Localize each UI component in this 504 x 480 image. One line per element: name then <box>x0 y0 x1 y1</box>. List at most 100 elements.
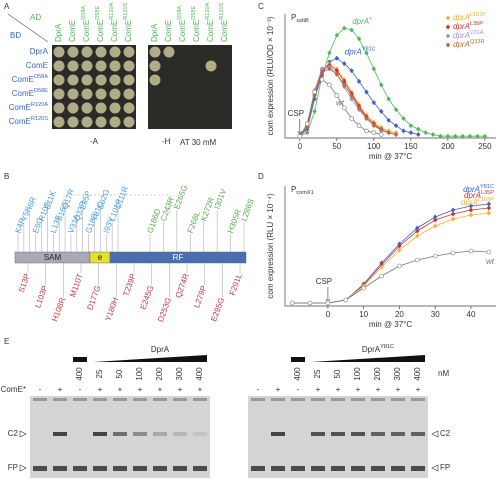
point <box>307 300 313 306</box>
point <box>349 27 354 33</box>
come-sign: + <box>98 385 103 394</box>
colony <box>123 60 135 72</box>
point <box>468 212 474 218</box>
band-marker <box>19 464 27 472</box>
legend-entry: dprAV31A <box>453 30 484 40</box>
fp-band <box>351 466 365 471</box>
colony <box>109 116 121 128</box>
colony <box>95 46 107 58</box>
fp-band <box>113 466 127 471</box>
point <box>386 96 391 102</box>
point <box>334 93 340 98</box>
well <box>351 398 365 401</box>
x-axis-label: min @ 37°C <box>369 320 413 329</box>
column-label-part: R120A <box>205 2 211 19</box>
mutation-label: E11K <box>43 189 58 211</box>
wedge <box>93 355 207 362</box>
concentration: 50 <box>333 369 342 378</box>
c2-band <box>371 432 385 436</box>
point <box>450 216 456 222</box>
come-sign: + <box>276 385 281 394</box>
concentration: 200 <box>373 367 382 381</box>
point <box>305 130 310 136</box>
point <box>468 203 474 209</box>
point <box>334 55 340 61</box>
column-label-part: DprA <box>54 23 63 42</box>
come-sign: + <box>138 385 143 394</box>
gel-image <box>30 396 210 478</box>
column-label-part: ComE <box>96 20 105 42</box>
column-label: ComE <box>68 20 77 42</box>
mutation-label: C111R <box>113 185 130 211</box>
wedge <box>311 355 425 362</box>
colony <box>53 60 65 72</box>
well <box>371 398 385 401</box>
fp-band <box>73 466 87 471</box>
legend-entry: dprAQ33R <box>453 39 485 49</box>
row-label-part: D58E <box>34 88 48 94</box>
point <box>450 207 456 213</box>
annotation-arrow <box>297 119 303 136</box>
annotation: CSP <box>288 109 304 118</box>
legend-entry-part: L35P <box>470 21 483 27</box>
plate-caption: -H <box>162 137 171 146</box>
panel-label: D <box>258 172 264 181</box>
come-sign: + <box>416 385 421 394</box>
point <box>415 228 420 234</box>
legend-marker <box>445 33 451 39</box>
point <box>349 92 354 98</box>
legend-entry-part: dprA <box>453 40 470 49</box>
legend-entry-part: L103P <box>470 12 486 18</box>
point <box>379 264 384 270</box>
mutation-label: G186D <box>145 207 162 234</box>
ad-label: AD <box>30 13 41 22</box>
colony <box>95 60 107 72</box>
mutation-label: E295G <box>209 296 226 322</box>
point <box>371 66 377 72</box>
column-label: ComE <box>164 20 173 42</box>
mutation-label: L286S <box>239 198 255 223</box>
band-label: C2 <box>8 429 19 438</box>
domain-label: e <box>98 253 103 262</box>
point <box>416 126 421 132</box>
series-label-part: dprA <box>461 198 478 207</box>
point <box>433 214 438 220</box>
colony <box>123 46 135 58</box>
point <box>297 133 303 139</box>
column-label: DprA <box>150 23 159 42</box>
legend-marker <box>445 15 451 21</box>
x-tick-label: 30 <box>431 310 440 319</box>
column-label-part: ComE <box>82 20 91 42</box>
c2-band <box>331 432 345 436</box>
chart-title-part: P <box>291 13 296 22</box>
come-sign: + <box>336 385 341 394</box>
colony <box>109 102 121 114</box>
mutation-label: Q17R <box>60 187 76 210</box>
come-sign: + <box>356 385 361 394</box>
point <box>349 116 354 121</box>
series-label: wt <box>336 99 345 108</box>
row-label-part: ComE <box>12 89 34 98</box>
x-tick-label: 100 <box>367 142 381 151</box>
well <box>291 398 305 401</box>
protein-label: DprA <box>151 345 170 354</box>
mutation-label: I301V <box>213 187 229 210</box>
concentration: 400 <box>195 367 204 381</box>
column-label-part: ComE <box>68 20 77 42</box>
well <box>271 398 285 401</box>
legend-entry-part: dprA <box>453 31 470 40</box>
mutation-label: D253G <box>156 296 173 323</box>
point <box>379 82 384 88</box>
point <box>486 205 492 211</box>
series-label: wt <box>486 257 495 266</box>
point <box>342 82 347 88</box>
well <box>331 398 345 401</box>
colony <box>109 60 121 72</box>
mutation-label: F291L <box>228 272 244 297</box>
panel-label: B <box>4 172 9 181</box>
annotation: CSP <box>316 277 332 286</box>
series-label-part: wt <box>336 99 345 108</box>
point <box>450 211 456 217</box>
mutation-label: H108R <box>50 296 67 323</box>
c2-band <box>271 432 285 436</box>
